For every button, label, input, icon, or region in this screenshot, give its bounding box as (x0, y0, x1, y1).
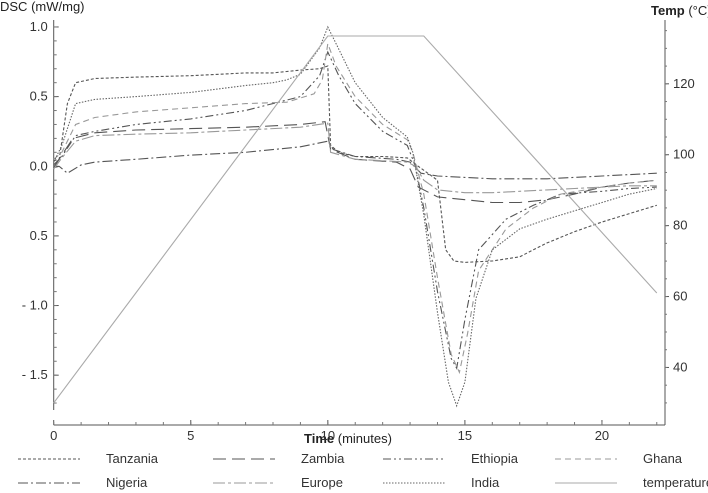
series-lines (53, 25, 658, 408)
series-line-india (53, 25, 657, 408)
legend-label: Zambia (301, 451, 345, 466)
x-axis-label: Time (minutes) (304, 431, 392, 446)
x-tick-label: 15 (458, 428, 472, 443)
legend-label: Nigeria (106, 475, 148, 490)
legend-label: Tanzania (106, 451, 159, 466)
x-tick-label: 0 (50, 428, 57, 443)
legend-label: India (471, 475, 500, 490)
y-left-tick-label: - 1.5 (22, 367, 48, 382)
axes: 1.0 0.5 0.0 0.5 - 1.0 - 1.5 40 60 80 100 120 0 5 10 15… (22, 19, 695, 443)
y-right-tick-label: 40 (673, 359, 687, 374)
y-right-tick-label: 60 (673, 289, 687, 304)
x-tick-label: 20 (595, 428, 609, 443)
legend: Tanzania Zambia Ethiopia Ghana Nigeria Europe… (18, 451, 708, 490)
y-right-tick-label: 80 (673, 218, 687, 233)
x-tick-label: 10 (321, 428, 335, 443)
y-right-label: Temp (°C) (651, 3, 708, 18)
y-left-tick-label: 0.5 (30, 228, 48, 243)
legend-label: temperature (643, 475, 708, 490)
series-line-nigeria (53, 140, 657, 180)
x-tick-label: 5 (187, 428, 194, 443)
y-left-tick-label: 0.5 (30, 89, 48, 104)
y-right-tick-label: 120 (673, 76, 695, 91)
series-line-ghana (53, 41, 657, 375)
legend-label: Ethiopia (471, 451, 519, 466)
y-left-tick-label: - 1.0 (22, 298, 48, 313)
series-line-ethiopia (53, 50, 657, 370)
series-line-zambia (53, 121, 657, 204)
series-line-tanzania (53, 65, 657, 263)
y-left-tick-label: 0.0 (30, 158, 48, 173)
legend-label: Europe (301, 475, 343, 490)
series-line-europe (53, 122, 657, 194)
y-right-tick-label: 100 (673, 147, 695, 162)
y-left-label: DSC (mW/mg) (0, 0, 85, 14)
y-left-tick-label: 1.0 (30, 19, 48, 34)
series-line-temperature (53, 35, 658, 404)
legend-label: Ghana (643, 451, 683, 466)
